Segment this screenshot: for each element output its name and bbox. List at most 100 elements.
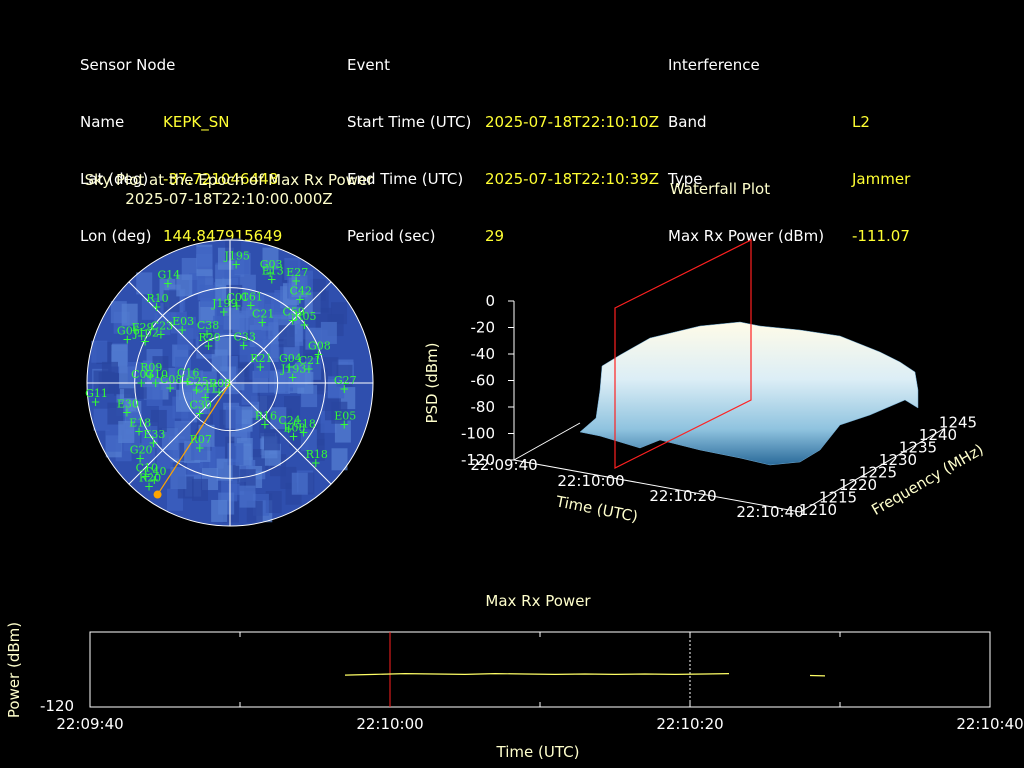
- sky-texture-block: [291, 472, 308, 495]
- maxpow-x-tick-label: 22:09:40: [56, 715, 123, 733]
- satellite-label: G11: [85, 387, 108, 400]
- sky-texture-block: [334, 420, 351, 443]
- satellite-label: C23: [151, 320, 173, 333]
- satellite-marker: +: [151, 376, 161, 390]
- satellite-marker: +: [239, 338, 249, 352]
- satellite-marker: +: [202, 327, 212, 341]
- time-tick-label: 22:09:40: [470, 456, 537, 474]
- satellite-label: C21: [252, 307, 274, 320]
- satellite-label: E29: [132, 321, 154, 334]
- maxpow-x-tick-label: 22:10:00: [356, 715, 423, 733]
- satellite-marker: +: [151, 300, 161, 314]
- sky-texture-block: [136, 272, 153, 295]
- satellite-label: C30: [189, 398, 211, 411]
- freq-tick-label: 1220: [839, 476, 877, 494]
- satellite-label: C38: [197, 319, 219, 332]
- satellite-marker: +: [144, 480, 154, 494]
- satellite-marker: +: [265, 266, 275, 280]
- sky-texture-block: [239, 274, 256, 297]
- interference-bearing-marker: [153, 490, 162, 499]
- sky-texture-block: [107, 402, 124, 425]
- sky-texture-block: [322, 357, 339, 380]
- satellite-label: C24: [278, 414, 300, 427]
- satellite-marker: +: [145, 369, 155, 383]
- sky-texture-block: [118, 421, 135, 444]
- sky-texture-block: [105, 429, 122, 452]
- satellite-label: G20: [130, 443, 153, 456]
- psd-tick-label: -120: [461, 451, 495, 469]
- satellite-marker: +: [284, 360, 294, 374]
- sky-texture-block: [288, 365, 305, 388]
- sky-texture-block: [198, 332, 215, 355]
- sky-texture-block: [176, 274, 193, 297]
- satellite-marker: +: [231, 257, 241, 271]
- sky-texture-block: [198, 424, 215, 447]
- sky-texture-block: [239, 485, 256, 508]
- satellite-marker: +: [219, 305, 229, 319]
- satellite-label: J195: [224, 249, 250, 262]
- satellite-marker: +: [141, 470, 151, 484]
- satellite-label: G04: [279, 352, 302, 365]
- satellite-label: G08: [308, 339, 331, 352]
- psd-tick-label: -100: [461, 425, 495, 443]
- satellite-label: C61: [241, 291, 263, 304]
- satellite-marker: +: [284, 422, 294, 436]
- satellite-marker: +: [165, 381, 175, 395]
- frequency-axis: [799, 427, 946, 513]
- sky-texture-block: [91, 340, 108, 363]
- sky-texture-block: [211, 349, 228, 372]
- band-label: Band: [668, 113, 707, 131]
- maxpow-x-tick-label: 22:10:20: [656, 715, 723, 733]
- satellite-marker: +: [134, 424, 144, 438]
- sky-plot-title: Sky Plot at the Epoch of Max Rx Power: [84, 171, 374, 189]
- satellite-label: E03: [172, 315, 194, 328]
- maxpow-title: Max Rx Power: [485, 592, 591, 610]
- satellite-label: J199: [211, 297, 237, 310]
- freq-tick-label: 1215: [819, 489, 857, 507]
- interference-block: Interference Band L2 Type Jammer Max Rx Po…: [668, 18, 910, 265]
- satellite-label: G27: [334, 374, 357, 387]
- max-rx-power-series: [344, 673, 730, 676]
- satellite-label: C07: [131, 368, 153, 381]
- satellite-label: C21: [299, 354, 321, 367]
- satellite-label: C42: [290, 285, 312, 298]
- psd-axis-label: PSD (dBm): [423, 342, 441, 423]
- sky-texture-block: [227, 443, 244, 466]
- satellite-label: R16: [255, 410, 277, 423]
- satellite-label: R07: [190, 433, 212, 446]
- satellite-label: G10: [145, 368, 168, 381]
- sky-texture-block: [180, 370, 197, 393]
- satellite-marker: +: [339, 382, 349, 396]
- satellite-label: J193: [280, 363, 306, 376]
- start-label: Start Time (UTC): [347, 113, 472, 131]
- end-value: 2025-07-18T22:10:39Z: [485, 170, 659, 188]
- satellite-marker: +: [295, 293, 305, 307]
- freq-tick-label: 1225: [859, 464, 897, 482]
- satellite-label: R10: [146, 292, 168, 305]
- freq-tick-label: 1240: [919, 426, 957, 444]
- lat-label: Lat (deg): [80, 170, 149, 188]
- sky-texture-block: [163, 290, 180, 313]
- period-label: Period (sec): [347, 227, 436, 245]
- type-label: Type: [668, 170, 703, 188]
- sky-texture-block: [199, 284, 216, 307]
- sky-texture-block: [111, 344, 128, 367]
- sky-texture-block: [212, 315, 229, 338]
- satellite-label: E30: [117, 398, 139, 411]
- time-tick-label: 22:10:20: [649, 487, 716, 505]
- satellite-label: C59: [282, 305, 304, 318]
- satellite-label: R05: [294, 310, 316, 323]
- satellite-label: R20: [139, 472, 161, 485]
- sensor-node-block: Sensor Node Name KEPK_SN Lat (deg) -37.721…: [80, 18, 282, 265]
- sky-texture-block: [284, 258, 301, 281]
- sky-texture-block: [284, 396, 301, 419]
- sky-texture-block: [93, 408, 110, 431]
- sky-texture-block: [328, 376, 345, 399]
- satellite-marker: +: [163, 277, 173, 291]
- freq-tick-label: 1210: [799, 501, 837, 519]
- freq-tick-label: 1235: [899, 439, 937, 457]
- sky-texture-block: [192, 387, 209, 410]
- psd-tick-label: -60: [471, 372, 496, 390]
- sky-texture-block: [141, 426, 158, 449]
